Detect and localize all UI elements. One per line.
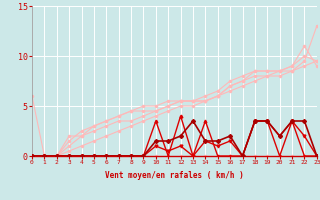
X-axis label: Vent moyen/en rafales ( km/h ): Vent moyen/en rafales ( km/h ): [105, 171, 244, 180]
